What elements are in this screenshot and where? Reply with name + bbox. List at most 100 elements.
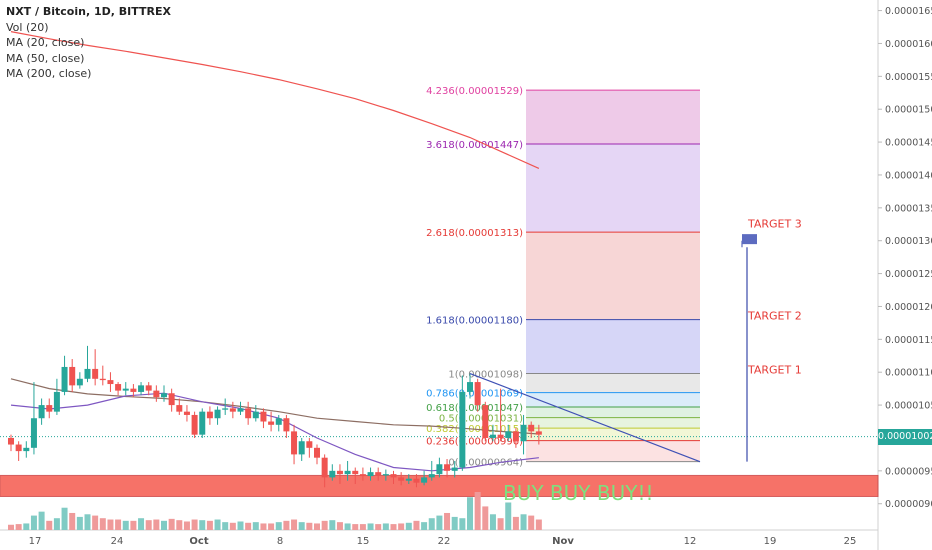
x-tick-label: 8 bbox=[277, 536, 283, 547]
y-tick-label: 0.00001450 bbox=[885, 138, 932, 149]
volume-bar bbox=[268, 523, 275, 530]
y-tick-label: 0.00001150 bbox=[885, 335, 932, 346]
candle-body bbox=[176, 405, 183, 412]
y-tick-label: 0.00001350 bbox=[885, 203, 932, 214]
fib-level-label: 0.236(0.00000996) bbox=[426, 437, 523, 448]
candle-body bbox=[30, 418, 37, 448]
candle-body bbox=[138, 385, 145, 392]
legend-ma50: MA (50, close) bbox=[6, 51, 85, 65]
buy-annotation: BUY BUY BUY!! bbox=[503, 481, 653, 505]
candle-body bbox=[15, 444, 22, 452]
candle-body bbox=[482, 405, 489, 438]
volume-bar bbox=[206, 520, 213, 530]
candle-body bbox=[237, 408, 244, 412]
volume-bar bbox=[191, 519, 198, 530]
candle-body bbox=[421, 477, 428, 483]
volume-bar bbox=[405, 522, 412, 530]
candle-body bbox=[505, 431, 512, 438]
candle-body bbox=[199, 411, 206, 435]
volume-bar bbox=[153, 519, 160, 530]
candle-body bbox=[352, 470, 359, 475]
candle-body bbox=[245, 408, 252, 419]
candle-body bbox=[467, 382, 473, 392]
trendline bbox=[469, 372, 701, 463]
volume-bar bbox=[474, 492, 481, 530]
candle-body bbox=[359, 474, 366, 477]
volume-bar bbox=[260, 523, 267, 530]
volume-bar bbox=[53, 518, 60, 530]
volume-bar bbox=[214, 519, 221, 530]
volume-bar bbox=[505, 502, 512, 530]
volume-bar bbox=[298, 522, 305, 530]
volume-bar bbox=[459, 518, 466, 530]
volume-bar bbox=[168, 518, 175, 530]
volume-bar bbox=[520, 514, 527, 530]
volume-bar bbox=[8, 524, 14, 530]
fib-level-label: 0.786(0.00001069) bbox=[426, 389, 523, 400]
volume-bar bbox=[489, 514, 496, 530]
candle-body bbox=[84, 368, 91, 379]
volume-bar bbox=[61, 507, 68, 530]
candle-body bbox=[268, 421, 275, 425]
candle-body bbox=[191, 414, 198, 435]
x-tick-label: 19 bbox=[764, 536, 777, 547]
candle-body bbox=[291, 431, 298, 455]
volume-bar bbox=[398, 523, 405, 530]
volume-bar bbox=[329, 520, 336, 530]
volume-bar bbox=[15, 524, 22, 530]
fib-level-label: 0(0.00000964) bbox=[448, 458, 523, 469]
candle-body bbox=[115, 384, 122, 391]
candle-body bbox=[168, 393, 175, 406]
volume-bar bbox=[138, 518, 145, 530]
candle-body bbox=[512, 431, 519, 442]
volume-bar bbox=[291, 519, 298, 530]
fib-band bbox=[526, 373, 700, 393]
volume-bar bbox=[482, 506, 489, 530]
y-tick-label: 0.00001300 bbox=[885, 236, 932, 247]
candle-body bbox=[222, 408, 229, 410]
y-tick-label: 0.00001050 bbox=[885, 401, 932, 412]
candle-body bbox=[520, 424, 527, 442]
volume-bar bbox=[344, 523, 351, 530]
candle-body bbox=[252, 411, 259, 419]
candle-body bbox=[275, 418, 282, 425]
volume-bar bbox=[428, 518, 435, 530]
y-tick-label: 0.00001550 bbox=[885, 72, 932, 83]
candle-body bbox=[535, 431, 542, 435]
volume-bar bbox=[314, 523, 320, 530]
candle-body bbox=[107, 380, 114, 385]
fib-level-label: 1(0.00001098) bbox=[448, 370, 523, 381]
y-tick-label: 0.00001500 bbox=[885, 105, 932, 116]
volume-bar bbox=[46, 520, 53, 530]
candle-body bbox=[428, 474, 435, 478]
candle-body bbox=[306, 441, 313, 448]
x-tick-label: 25 bbox=[844, 536, 857, 547]
fib-band bbox=[526, 440, 700, 462]
volume-bar bbox=[306, 522, 313, 530]
volume-bar bbox=[99, 518, 106, 530]
flag-icon bbox=[742, 234, 757, 245]
volume-bar bbox=[176, 520, 183, 530]
price-axis bbox=[878, 0, 932, 550]
x-tick-label: 17 bbox=[29, 536, 42, 547]
volume-bar bbox=[69, 512, 76, 530]
volume-bar bbox=[497, 518, 504, 530]
candle-body bbox=[436, 464, 443, 475]
candle-body bbox=[298, 441, 305, 455]
fib-band bbox=[526, 232, 700, 320]
x-tick-label: 22 bbox=[438, 536, 451, 547]
fib-level-label: 1.618(0.00001180) bbox=[426, 316, 523, 327]
volume-bar bbox=[421, 522, 428, 530]
candle-body bbox=[459, 391, 466, 468]
fib-level-label: 4.236(0.00001529) bbox=[426, 86, 523, 97]
candle-body bbox=[76, 378, 83, 386]
volume-bar bbox=[275, 522, 282, 530]
candle-body bbox=[497, 434, 504, 438]
candle-body bbox=[413, 478, 420, 483]
fib-level-label: 0.618(0.00001047) bbox=[426, 403, 523, 414]
ma200-line bbox=[10, 31, 540, 169]
volume-bar bbox=[528, 515, 535, 530]
candle-body bbox=[23, 447, 30, 452]
legend-vol: Vol (20) bbox=[6, 20, 49, 34]
